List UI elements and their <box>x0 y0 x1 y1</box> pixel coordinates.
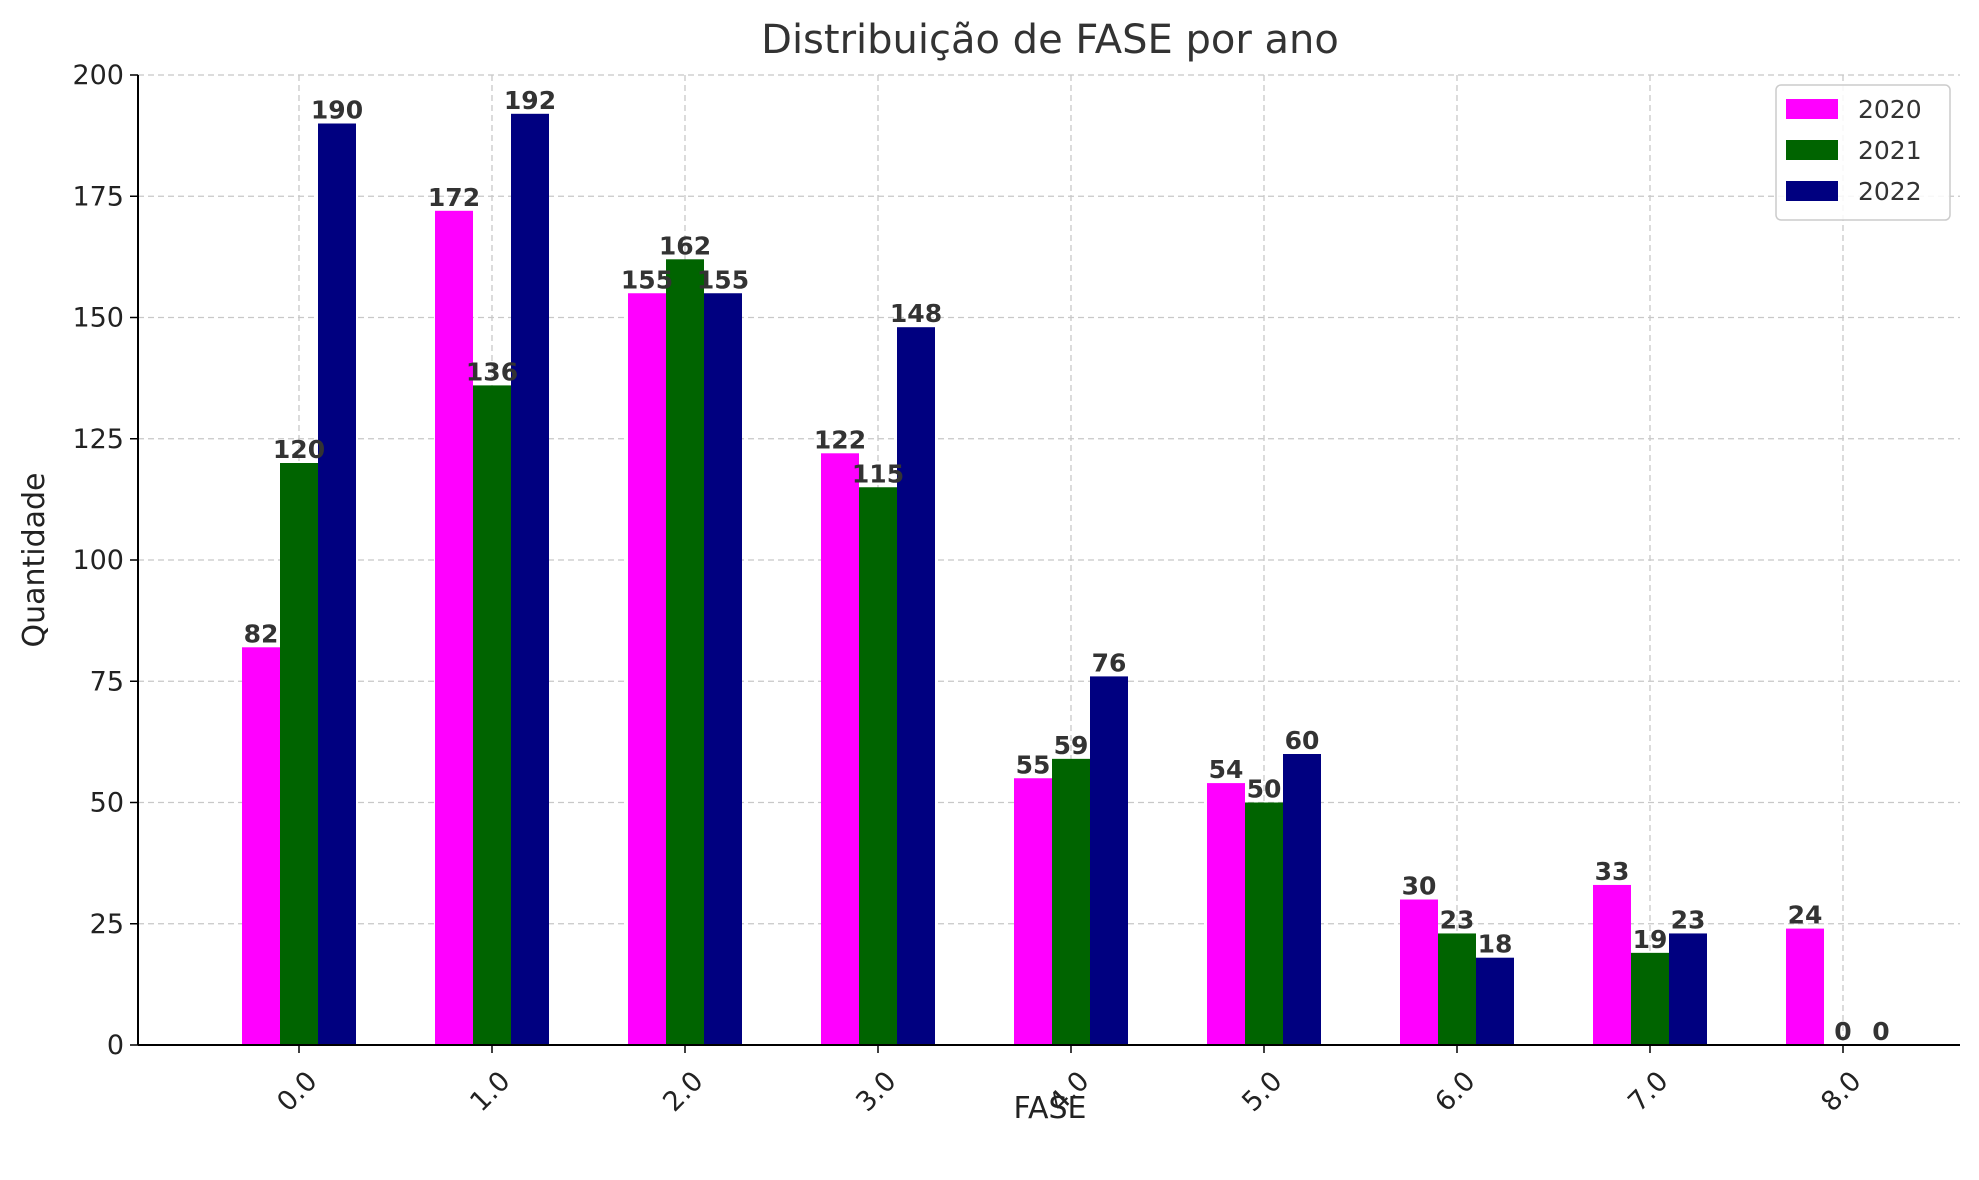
data-label: 115 <box>852 459 904 488</box>
x-tick-label: 5.0 <box>1236 1066 1288 1118</box>
y-tick-label: 75 <box>90 666 124 697</box>
data-label: 23 <box>1671 905 1706 934</box>
bar-2020-2.0 <box>628 293 666 1045</box>
data-label: 55 <box>1016 750 1051 779</box>
data-label: 33 <box>1595 857 1630 886</box>
data-label: 59 <box>1054 731 1089 760</box>
y-tick-label: 100 <box>72 545 124 576</box>
y-axis-label: Quantidade <box>17 472 52 647</box>
bar-2021-2.0 <box>666 259 704 1045</box>
data-label: 155 <box>697 265 749 294</box>
bar-2021-0.0 <box>280 463 318 1045</box>
data-label: 0 <box>1872 1017 1889 1046</box>
bar-2021-4.0 <box>1052 758 1090 1045</box>
data-label: 82 <box>244 619 279 648</box>
bar-2021-7.0 <box>1631 952 1669 1045</box>
bar-2022-0.0 <box>318 123 356 1045</box>
x-tick-label: 0.0 <box>271 1066 323 1118</box>
x-tick-label: 2.0 <box>657 1066 709 1118</box>
x-tick-label: 7.0 <box>1622 1066 1674 1118</box>
bar-2020-8.0 <box>1786 928 1824 1045</box>
data-label: 172 <box>428 183 480 212</box>
x-tick-label: 3.0 <box>850 1066 902 1118</box>
data-label: 192 <box>504 86 556 115</box>
bar-2021-1.0 <box>473 385 511 1045</box>
bar-2022-2.0 <box>704 293 742 1045</box>
legend-label: 2020 <box>1858 95 1922 124</box>
data-label: 122 <box>814 425 866 454</box>
data-label: 0 <box>1834 1017 1851 1046</box>
data-label: 30 <box>1402 872 1437 901</box>
y-tick-label: 150 <box>72 303 124 334</box>
bar-2020-1.0 <box>435 210 473 1046</box>
x-tick-label: 1.0 <box>464 1066 516 1118</box>
data-label: 54 <box>1209 755 1244 784</box>
data-label: 23 <box>1440 905 1475 934</box>
data-label: 18 <box>1478 930 1513 959</box>
legend-swatch <box>1786 140 1838 160</box>
data-label: 136 <box>466 357 518 386</box>
legend-swatch <box>1786 181 1838 201</box>
y-tick-label: 200 <box>72 60 124 91</box>
data-label: 148 <box>890 299 942 328</box>
bar-2022-6.0 <box>1476 957 1514 1045</box>
bar-2020-6.0 <box>1400 899 1438 1045</box>
bar-2021-3.0 <box>859 487 897 1045</box>
legend-label: 2021 <box>1858 136 1922 165</box>
y-tick-label: 25 <box>90 909 124 940</box>
x-tick-label: 6.0 <box>1429 1066 1481 1118</box>
data-label: 76 <box>1092 648 1127 677</box>
data-label: 50 <box>1247 775 1282 804</box>
legend-label: 2022 <box>1858 177 1922 206</box>
data-label: 120 <box>273 435 325 464</box>
bar-2021-5.0 <box>1245 802 1283 1045</box>
data-label: 162 <box>659 231 711 260</box>
data-label: 190 <box>311 96 363 125</box>
bar-2022-7.0 <box>1669 933 1707 1045</box>
x-tick-label: 8.0 <box>1815 1066 1867 1118</box>
bar-2022-4.0 <box>1090 676 1128 1045</box>
bar-2020-4.0 <box>1014 778 1052 1045</box>
bar-2020-3.0 <box>821 453 859 1045</box>
y-tick-label: 50 <box>90 788 124 819</box>
legend: 2020 2021 2022 <box>1775 84 1951 221</box>
chart-title: Distribuição de FASE por ano <box>761 17 1339 63</box>
bar-2022-3.0 <box>897 327 935 1045</box>
bars <box>242 113 1824 1046</box>
bar-2020-5.0 <box>1207 783 1245 1045</box>
y-tick-label: 175 <box>72 181 124 212</box>
bar-2022-5.0 <box>1283 754 1321 1045</box>
bar-2020-7.0 <box>1593 884 1631 1045</box>
data-label: 60 <box>1285 726 1320 755</box>
legend-swatch <box>1786 99 1838 119</box>
data-label: 24 <box>1788 901 1823 930</box>
bar-2021-6.0 <box>1438 933 1476 1045</box>
data-label: 19 <box>1633 925 1668 954</box>
bar-2020-0.0 <box>242 647 280 1045</box>
x-axis-label: FASE <box>1013 1091 1086 1126</box>
y-tick-label: 125 <box>72 424 124 455</box>
data-label: 155 <box>621 265 673 294</box>
bar-2022-1.0 <box>511 113 549 1046</box>
y-tick-label: 0 <box>107 1030 124 1061</box>
